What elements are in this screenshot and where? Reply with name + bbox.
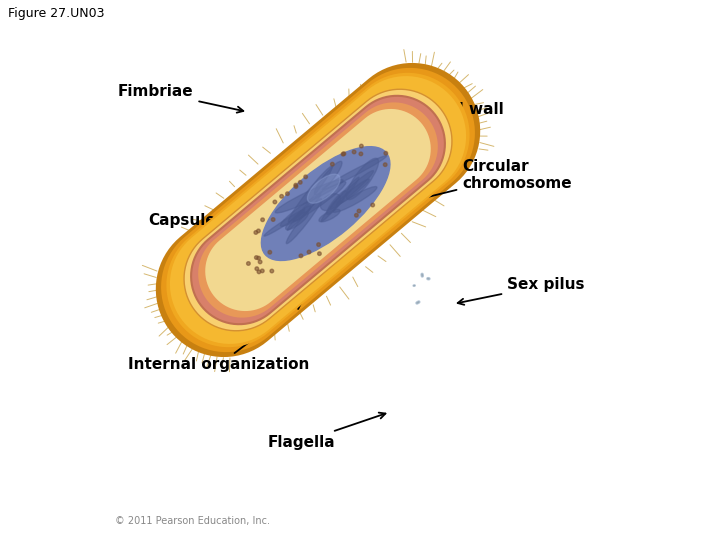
Ellipse shape (261, 147, 390, 260)
Circle shape (341, 152, 345, 156)
Text: Cell wall: Cell wall (361, 103, 504, 149)
Circle shape (307, 250, 311, 254)
Circle shape (383, 163, 387, 166)
Circle shape (294, 184, 297, 187)
Ellipse shape (307, 174, 340, 203)
Ellipse shape (320, 194, 341, 211)
Circle shape (371, 203, 374, 207)
Text: Figure 27.UN03: Figure 27.UN03 (8, 7, 104, 20)
Ellipse shape (280, 181, 346, 226)
Circle shape (286, 192, 289, 195)
Circle shape (247, 262, 251, 265)
Circle shape (294, 185, 298, 188)
Ellipse shape (287, 194, 321, 230)
Circle shape (359, 144, 363, 148)
Polygon shape (191, 96, 445, 324)
Ellipse shape (346, 158, 379, 200)
Circle shape (261, 218, 264, 221)
Polygon shape (198, 103, 438, 318)
Ellipse shape (275, 180, 343, 213)
Circle shape (255, 256, 258, 259)
Text: © 2011 Pearson Education, Inc.: © 2011 Pearson Education, Inc. (115, 516, 270, 526)
Text: Circular
chromosome: Circular chromosome (379, 159, 572, 211)
Circle shape (268, 251, 271, 254)
Circle shape (270, 269, 274, 273)
Circle shape (280, 194, 284, 198)
Circle shape (257, 256, 261, 260)
Polygon shape (170, 76, 466, 344)
Ellipse shape (286, 212, 308, 230)
Circle shape (271, 218, 275, 221)
Circle shape (357, 209, 361, 213)
Circle shape (318, 252, 321, 255)
Ellipse shape (330, 171, 374, 209)
Polygon shape (184, 89, 452, 331)
Polygon shape (166, 73, 469, 347)
Ellipse shape (315, 161, 342, 195)
Text: Flagella: Flagella (268, 413, 385, 449)
Ellipse shape (264, 210, 305, 236)
Ellipse shape (293, 206, 311, 221)
Ellipse shape (321, 177, 359, 221)
Circle shape (342, 152, 346, 156)
Circle shape (304, 175, 307, 179)
Ellipse shape (323, 156, 387, 190)
Ellipse shape (287, 199, 322, 244)
Circle shape (384, 151, 387, 155)
Circle shape (352, 150, 356, 154)
Text: Fimbriae: Fimbriae (118, 84, 243, 113)
Text: Internal organization: Internal organization (128, 303, 310, 373)
Polygon shape (161, 68, 475, 352)
Circle shape (254, 231, 258, 234)
Ellipse shape (336, 179, 369, 205)
Polygon shape (156, 63, 480, 357)
Circle shape (255, 267, 258, 271)
Circle shape (317, 243, 320, 246)
Text: Capsule: Capsule (148, 213, 253, 240)
Text: Sex pilus: Sex pilus (458, 278, 585, 305)
Circle shape (359, 152, 363, 156)
Circle shape (261, 269, 264, 273)
Circle shape (298, 180, 302, 184)
Circle shape (330, 163, 334, 166)
Ellipse shape (288, 166, 333, 222)
Circle shape (273, 200, 276, 204)
Polygon shape (205, 109, 431, 311)
Circle shape (258, 260, 262, 264)
Ellipse shape (327, 191, 346, 214)
Circle shape (256, 229, 260, 233)
Circle shape (257, 270, 261, 274)
Ellipse shape (319, 210, 340, 222)
Circle shape (299, 254, 302, 258)
Ellipse shape (333, 186, 377, 212)
Circle shape (354, 213, 358, 217)
